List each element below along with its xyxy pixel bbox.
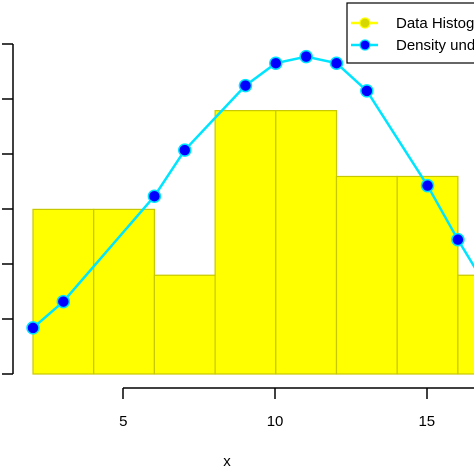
density-point	[360, 84, 374, 98]
histogram-bar	[214, 110, 277, 375]
density-series	[26, 49, 474, 335]
density-line	[32, 55, 474, 329]
legend-box	[346, 2, 474, 64]
density-point	[451, 232, 465, 247]
density-point	[329, 56, 344, 70]
density-point	[147, 189, 162, 203]
histogram-bars	[32, 110, 474, 375]
histogram-bar	[32, 208, 95, 375]
y-axis	[2, 43, 14, 375]
legend: Data Histogram Density under normal	[346, 2, 474, 64]
histogram-bar	[335, 175, 398, 375]
density-point	[56, 294, 71, 309]
legend-swatch-marker	[359, 17, 371, 29]
histogram-bar	[93, 208, 155, 375]
x-axis: 5 10 15	[119, 387, 474, 430]
histogram-bar	[275, 110, 338, 375]
density-point	[26, 321, 40, 335]
density-point	[420, 178, 435, 193]
legend-label: Density under normal	[396, 37, 474, 54]
x-tick-label: 5	[119, 413, 127, 430]
x-axis-label: x	[223, 453, 231, 470]
histogram-bar	[153, 274, 216, 375]
histogram-bar	[457, 274, 474, 375]
density-point	[269, 56, 283, 70]
histogram-bar	[396, 175, 459, 375]
x-tick-label: 10	[267, 413, 284, 430]
density-point	[299, 49, 313, 64]
legend-label: Data Histogram	[396, 15, 474, 32]
density-point	[238, 78, 253, 93]
density-point	[178, 143, 192, 157]
x-tick-label: 15	[418, 413, 435, 430]
legend-swatch-marker	[359, 39, 371, 51]
